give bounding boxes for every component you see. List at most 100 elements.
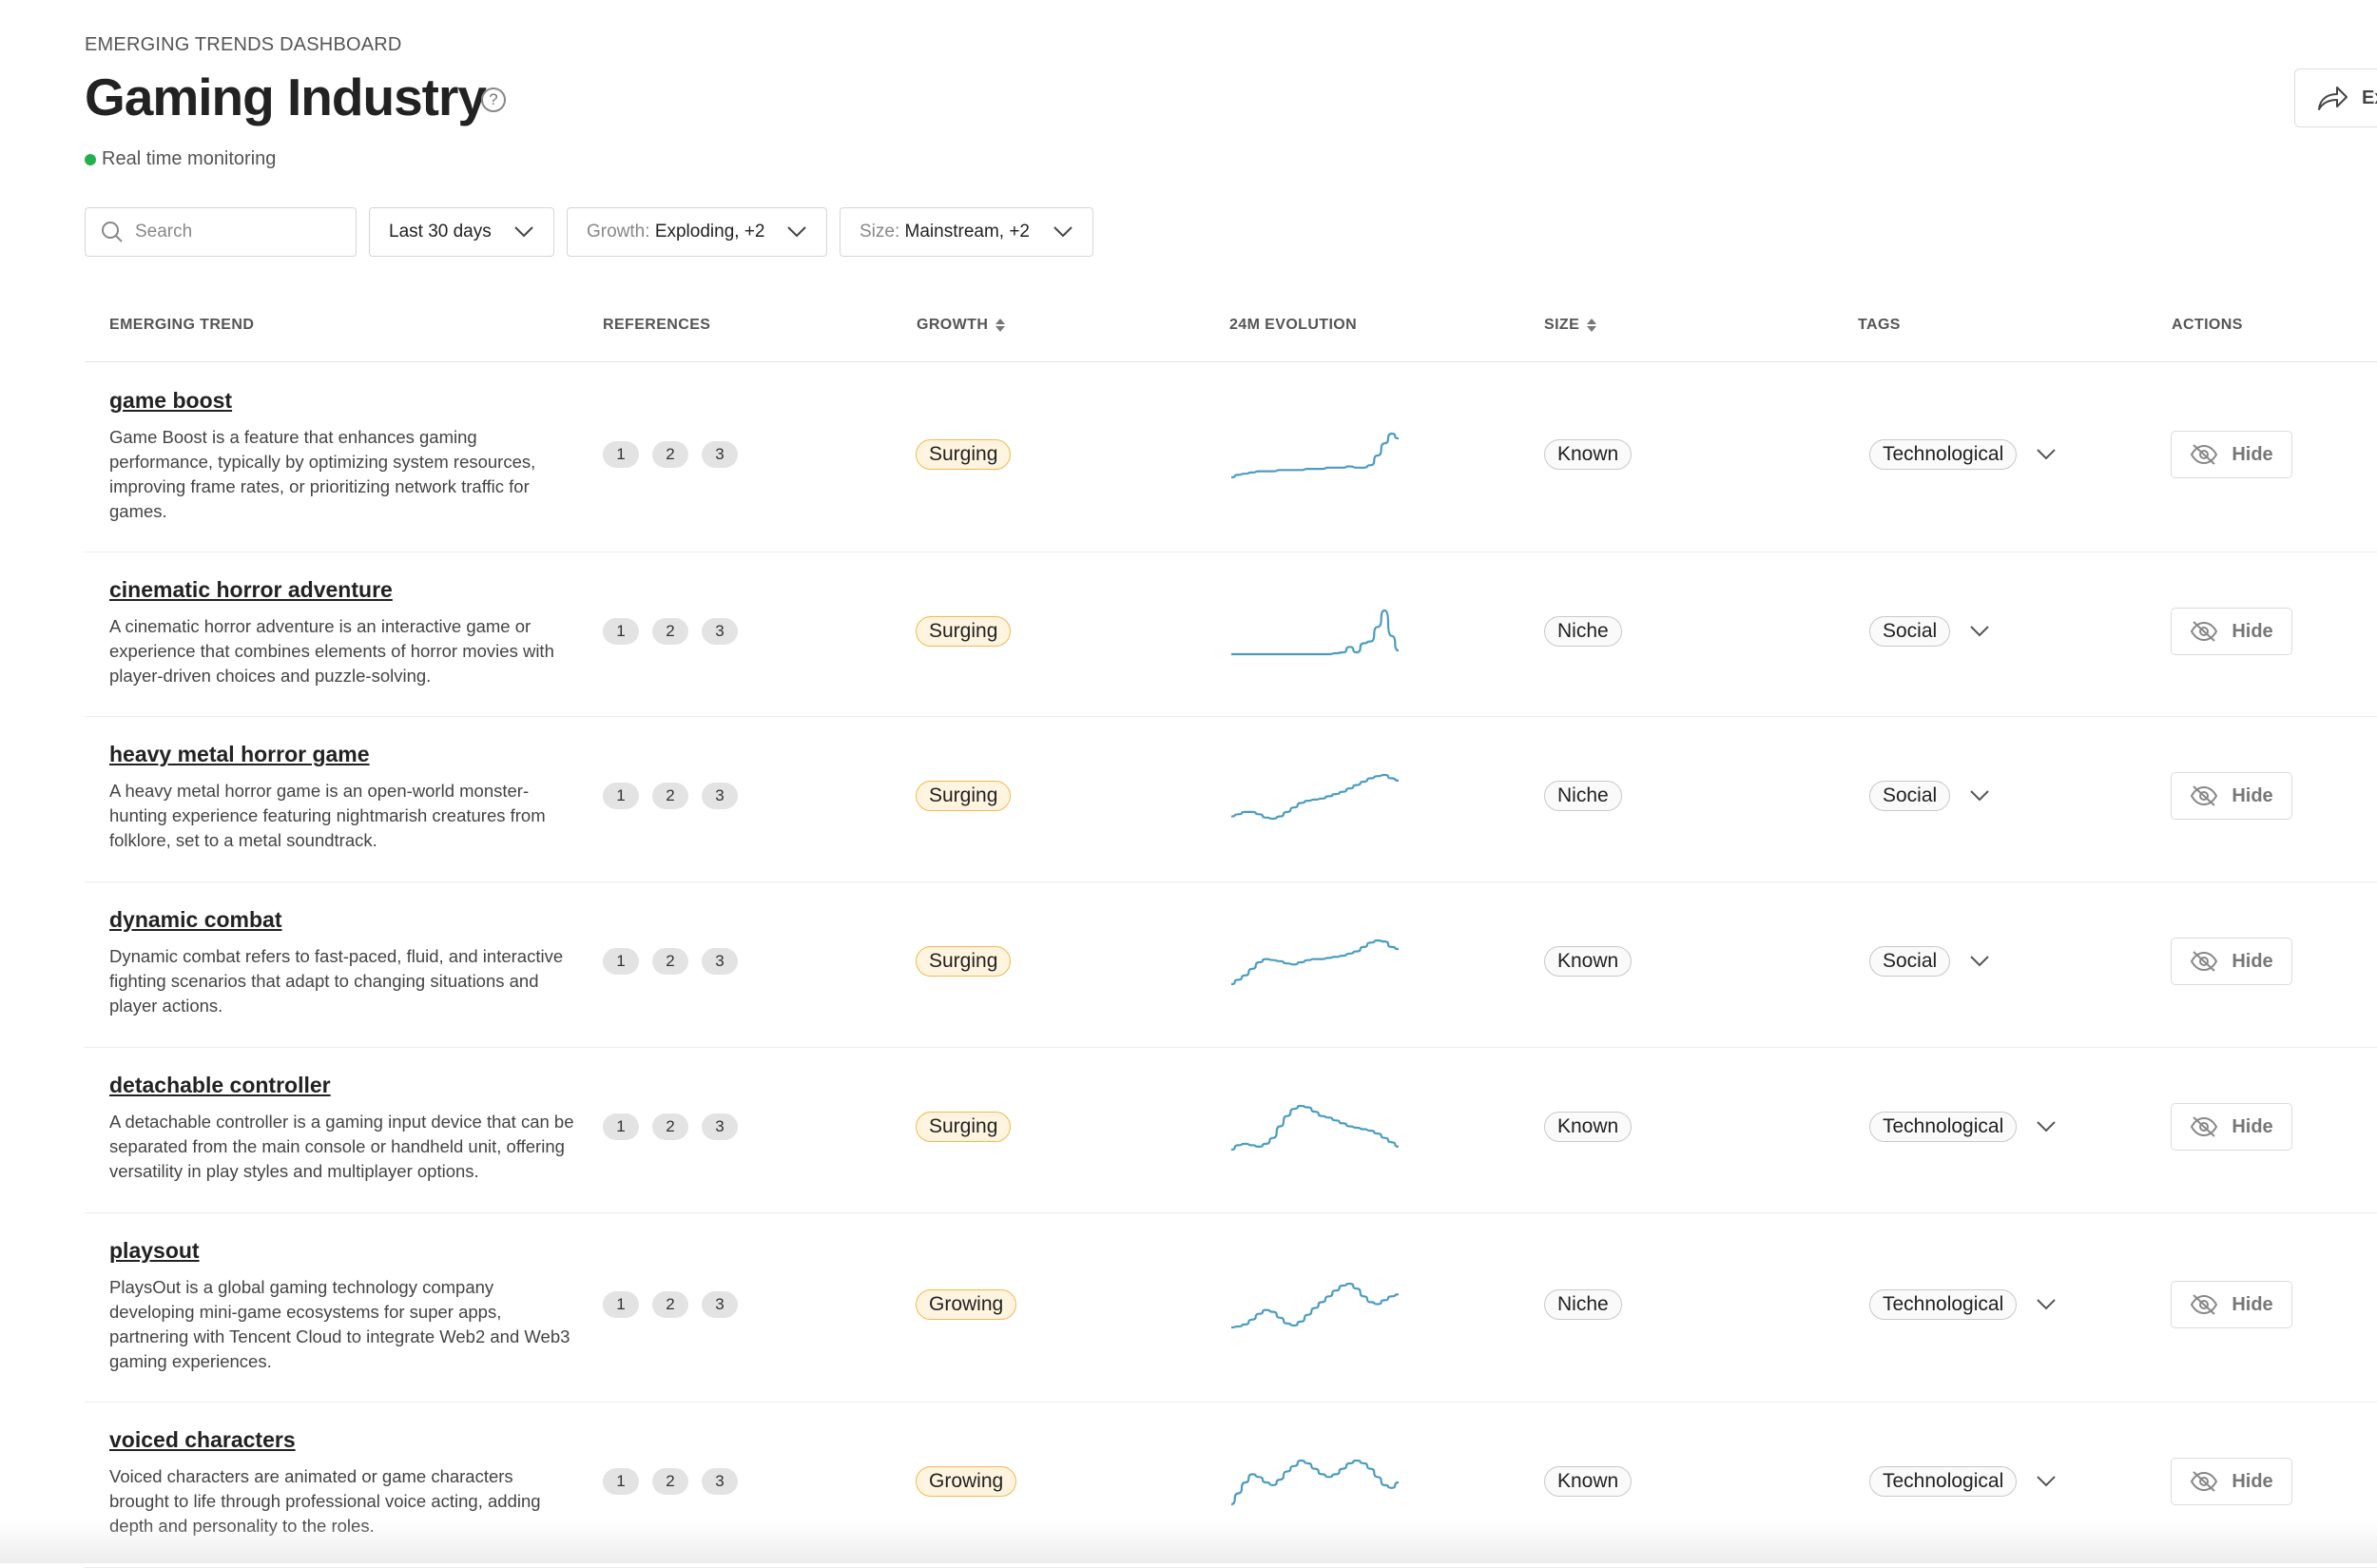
page-title: Gaming Industry (85, 68, 487, 126)
trend-name-link[interactable]: heavy metal horror game (109, 742, 370, 766)
export-button[interactable]: Ex (2294, 68, 2377, 127)
column-header-references: REFERENCES (603, 317, 711, 333)
live-status: Real time monitoring (85, 148, 276, 170)
sparkline-path (1230, 773, 1400, 821)
growth-filter-value: Exploding, +2 (654, 222, 765, 242)
growth-badge: Surging (916, 1112, 1012, 1142)
size-badge: Known (1544, 1112, 1633, 1142)
column-header-growth-label: GROWTH (917, 317, 989, 333)
tag-selector[interactable]: Technological (1869, 1289, 2057, 1320)
growth-filter-label: Growth: (587, 222, 650, 242)
reference-badge[interactable]: 1 (603, 441, 639, 468)
hide-button[interactable]: Hide (2171, 1458, 2292, 1505)
hide-button[interactable]: Hide (2171, 431, 2292, 478)
reference-badge[interactable]: 2 (652, 441, 688, 468)
reference-badge[interactable]: 2 (652, 1291, 688, 1318)
trend-name-link[interactable]: playsout (109, 1238, 200, 1263)
chevron-down-icon (1970, 790, 1989, 802)
column-header-size[interactable]: SIZE (1544, 317, 1597, 334)
reference-badge[interactable]: 3 (702, 1468, 738, 1495)
eye-off-icon (2191, 1294, 2218, 1315)
evolution-sparkline (1230, 609, 1400, 656)
reference-badge[interactable]: 1 (603, 783, 639, 809)
help-icon[interactable]: ? (481, 87, 506, 112)
size-filter-value: Mainstream, +2 (904, 222, 1031, 242)
evolution-sparkline (1230, 1282, 1400, 1329)
tag-selector[interactable]: Social (1869, 781, 1990, 811)
trend-name-link[interactable]: game boost (109, 388, 233, 413)
tag-selector[interactable]: Technological (1869, 439, 2057, 470)
reference-badge[interactable]: 3 (702, 783, 738, 809)
filter-bar: Search Last 30 days Growth: Exploding, +… (85, 207, 1093, 257)
hide-label: Hide (2232, 784, 2273, 806)
chevron-down-icon (2037, 1476, 2056, 1487)
size-badge: Niche (1544, 781, 1622, 811)
hide-label: Hide (2232, 950, 2273, 972)
growth-badge: Growing (916, 1466, 1017, 1497)
growth-filter-dropdown[interactable]: Growth: Exploding, +2 (567, 207, 827, 257)
evolution-sparkline (1230, 1104, 1400, 1152)
share-arrow-icon (2318, 87, 2348, 110)
hide-button[interactable]: Hide (2171, 1103, 2292, 1151)
live-status-label: Real time monitoring (102, 148, 277, 169)
tag-badge: Technological (1869, 1112, 2018, 1142)
search-icon (102, 222, 123, 242)
eye-off-icon (2191, 785, 2218, 806)
reference-badge[interactable]: 3 (702, 948, 738, 975)
trend-name-link[interactable]: cinematic horror adventure (109, 577, 393, 602)
trend-name-link[interactable]: dynamic combat (109, 907, 282, 932)
reference-badge[interactable]: 3 (702, 441, 738, 468)
tag-badge: Technological (1869, 439, 2018, 470)
evolution-sparkline (1230, 1459, 1400, 1506)
growth-badge: Surging (916, 616, 1012, 647)
reference-badge[interactable]: 3 (702, 618, 738, 645)
bottom-fade (0, 1521, 2377, 1563)
search-input[interactable]: Search (85, 207, 357, 257)
column-header-growth[interactable]: GROWTH (917, 317, 1006, 334)
reference-badge[interactable]: 1 (603, 948, 639, 975)
hide-button[interactable]: Hide (2171, 938, 2292, 985)
reference-badge[interactable]: 3 (702, 1291, 738, 1318)
tag-selector[interactable]: Technological (1869, 1466, 2057, 1497)
size-badge: Niche (1544, 616, 1622, 647)
column-header-tags: TAGS (1858, 317, 1901, 333)
evolution-sparkline (1230, 939, 1400, 986)
hide-button[interactable]: Hide (2171, 608, 2292, 655)
tag-badge: Technological (1869, 1466, 2018, 1497)
column-header-evolution: 24M EVOLUTION (1229, 317, 1358, 333)
eye-off-icon (2191, 444, 2218, 465)
chevron-down-icon (1970, 626, 1989, 637)
size-filter-text: Size: Mainstream, +2 (860, 222, 1030, 242)
reference-badge[interactable]: 3 (702, 1113, 738, 1140)
sparkline-path (1230, 939, 1400, 986)
reference-badge[interactable]: 2 (652, 618, 688, 645)
hide-button[interactable]: Hide (2171, 1281, 2292, 1328)
chevron-down-icon (1970, 956, 1989, 967)
trend-description: Game Boost is a feature that enhances ga… (109, 427, 536, 521)
trend-name-link[interactable]: detachable controller (109, 1073, 331, 1097)
reference-badge[interactable]: 1 (603, 1291, 639, 1318)
reference-badge[interactable]: 1 (603, 618, 639, 645)
tag-selector[interactable]: Social (1869, 946, 1990, 977)
reference-badge[interactable]: 2 (652, 783, 688, 809)
trend-name-link[interactable]: voiced characters (109, 1427, 296, 1452)
growth-filter-text: Growth: Exploding, +2 (587, 222, 764, 242)
page-eyebrow: EMERGING TRENDS DASHBOARD (85, 34, 402, 55)
references-list: 1 2 3 (603, 783, 738, 809)
tag-selector[interactable]: Technological (1869, 1112, 2057, 1142)
growth-badge: Surging (916, 439, 1012, 470)
reference-badge[interactable]: 1 (603, 1113, 639, 1140)
reference-badge[interactable]: 2 (652, 1113, 688, 1140)
table-row: game boost Game Boost is a feature that … (85, 362, 2377, 552)
reference-badge[interactable]: 1 (603, 1468, 639, 1495)
reference-badge[interactable]: 2 (652, 1468, 688, 1495)
tag-badge: Social (1869, 946, 1951, 977)
sort-icon (1587, 319, 1597, 332)
hide-button[interactable]: Hide (2171, 772, 2292, 820)
tag-selector[interactable]: Social (1869, 616, 1990, 647)
size-filter-dropdown[interactable]: Size: Mainstream, +2 (840, 207, 1093, 257)
reference-badge[interactable]: 2 (652, 948, 688, 975)
period-dropdown[interactable]: Last 30 days (369, 207, 554, 257)
live-dot-icon (85, 153, 96, 165)
eye-off-icon (2191, 951, 2218, 972)
